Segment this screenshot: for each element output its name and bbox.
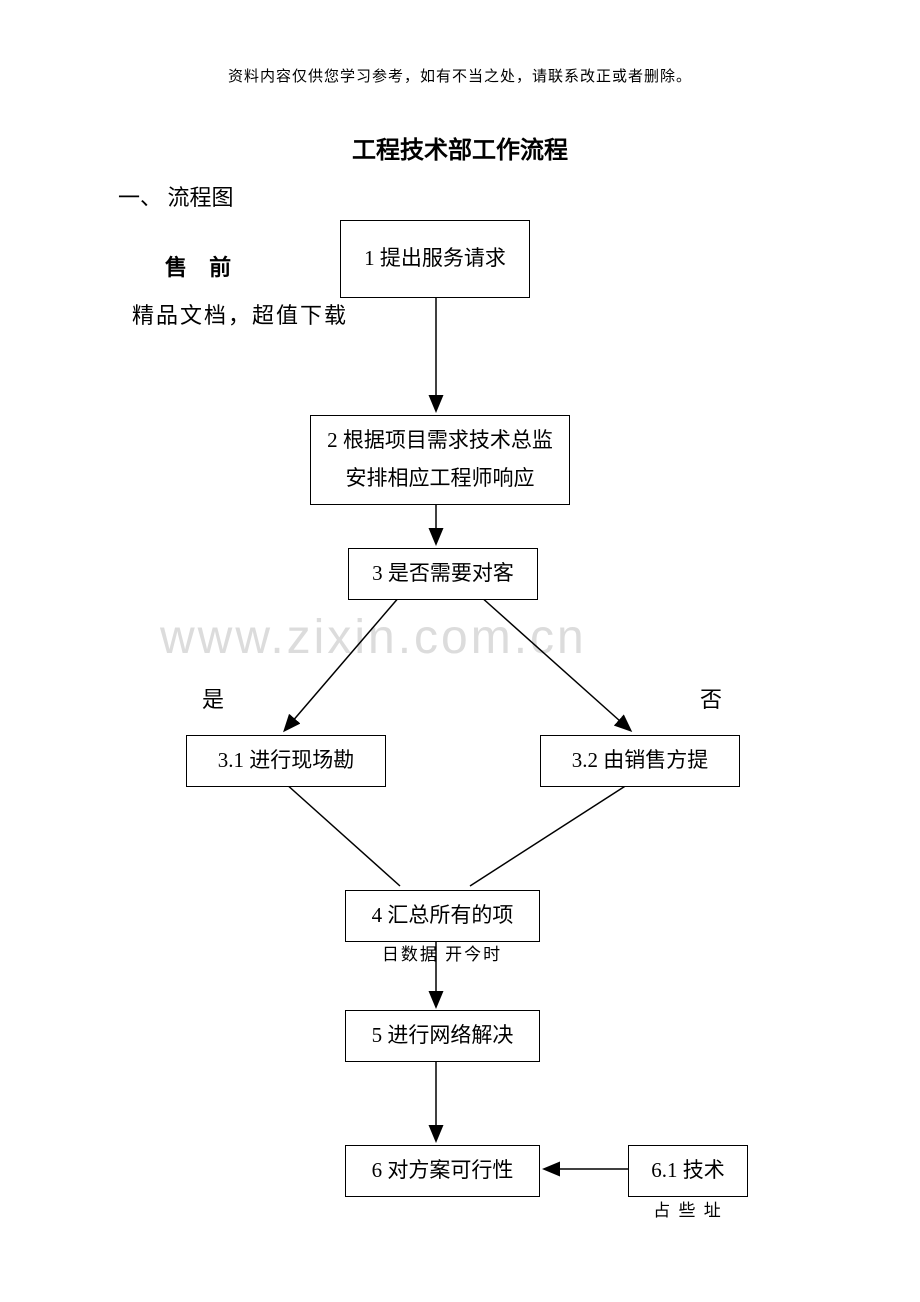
flow-node-n1: 1 提出服务请求	[340, 220, 530, 298]
flow-node-n31: 3.1 进行现场勘	[186, 735, 386, 787]
flowchart-arrows	[0, 0, 920, 1302]
flow-node-n32: 3.2 由销售方提	[540, 735, 740, 787]
flow-node-n5: 5 进行网络解决	[345, 1010, 540, 1062]
flow-node-n6: 6 对方案可行性	[345, 1145, 540, 1197]
flow-node-n61: 6.1 技术	[628, 1145, 748, 1197]
flow-node-n4: 4 汇总所有的项	[345, 890, 540, 942]
flow-node-n2: 2 根据项目需求技术总监安排相应工程师响应	[310, 415, 570, 505]
branch-no-label: 否	[700, 682, 722, 714]
flow-node-n61b: 占 些 址	[648, 1200, 728, 1220]
branch-yes-label: 是	[202, 682, 224, 714]
flow-node-n3: 3 是否需要对客	[348, 548, 538, 600]
flow-node-n4b: 日数据 开今时	[358, 942, 526, 966]
